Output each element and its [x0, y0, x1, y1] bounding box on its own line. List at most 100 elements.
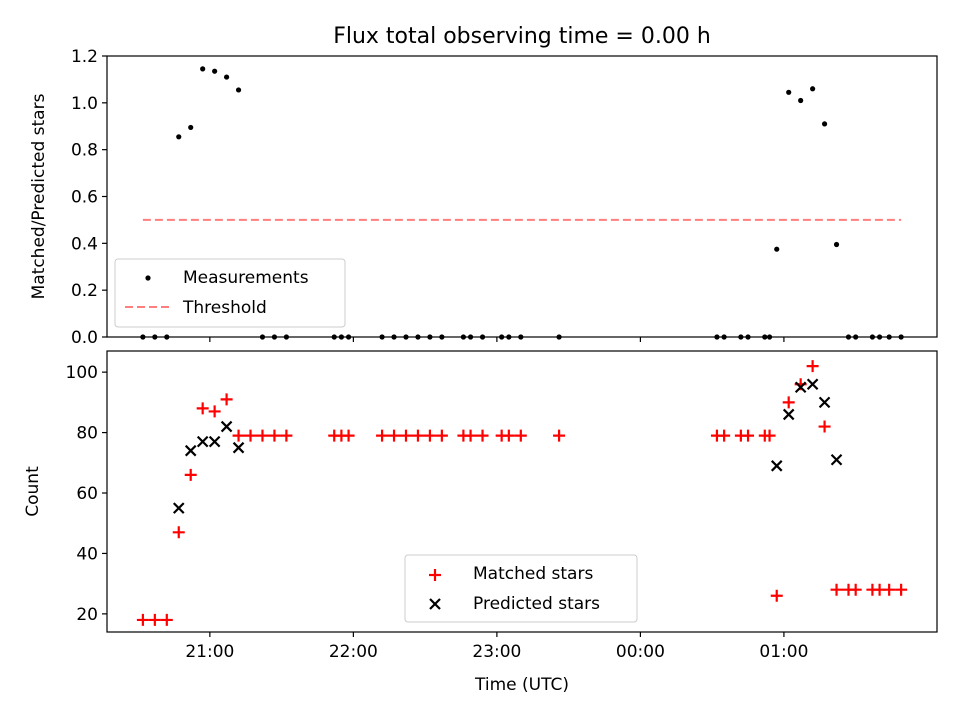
ytick-label: 0.6 [71, 188, 98, 208]
legend-predicted-marker [429, 598, 441, 610]
xtick-label: 00:00 [616, 642, 665, 662]
measurement-point [212, 68, 218, 74]
predicted-star-point [770, 460, 783, 472]
legend-matched-marker [429, 569, 441, 581]
measurement-point [745, 334, 751, 340]
xtick-label: 01:00 [759, 642, 808, 662]
matched-star-point [883, 583, 896, 596]
panel-ratio-yticks: 0.0 0.2 0.4 0.6 0.8 1.0 1.2 [71, 47, 107, 348]
panel-count-xlabel: Time (UTC) [474, 675, 569, 695]
measurement-point [853, 334, 859, 340]
matched-star-point [770, 589, 783, 602]
measurement-point [152, 334, 158, 340]
ytick-label: 20 [76, 605, 98, 625]
measurement-point [714, 334, 720, 340]
measurement-point [821, 121, 828, 127]
measurement-point [223, 74, 230, 80]
matched-star-point [184, 468, 197, 481]
measurement-point [271, 334, 278, 340]
matched-star-point [895, 583, 908, 596]
matched-star-point [136, 613, 149, 626]
matched-star-point [849, 583, 862, 596]
panel-count-frame [106, 350, 938, 633]
legend-matched-label: Matched stars [473, 564, 593, 584]
matched-star-point [818, 420, 831, 433]
measurement-point [259, 334, 266, 340]
predicted-star-point [818, 396, 831, 409]
measurement-point [766, 334, 773, 340]
matched-star-point [476, 429, 489, 442]
predicted-star-point [172, 502, 185, 514]
measurement-point [810, 86, 816, 92]
measurement-point [556, 334, 562, 340]
panel-count-yticks: 20 40 60 80 100 [66, 363, 107, 625]
measurement-point [845, 334, 852, 340]
predicted-star-point [184, 444, 197, 457]
measurement-point [460, 334, 466, 340]
matched-star-point [232, 429, 245, 442]
measurement-point [176, 134, 182, 140]
ytick-label: 0.0 [71, 328, 98, 348]
matched-star-point [464, 429, 477, 442]
matched-star-point [388, 429, 401, 442]
matched-star-point [411, 429, 424, 442]
measurement-point [786, 89, 792, 95]
matched-star-point [435, 429, 448, 442]
measurement-point [427, 334, 433, 340]
predicted-star-point [220, 420, 233, 433]
panel-ratio-marks [140, 66, 904, 340]
ytick-label: 100 [66, 363, 98, 383]
panel-count-ylabel: Count [23, 466, 43, 517]
panel-ratio-xtickmarks [209, 337, 785, 342]
measurement-point [200, 66, 206, 72]
predicted-star-point [782, 408, 795, 421]
matched-star-point [256, 429, 269, 442]
legend-ratio-box [114, 258, 346, 328]
ytick-label: 0.8 [71, 141, 98, 161]
measurement-point [391, 334, 397, 340]
matched-star-point [342, 429, 355, 442]
xtick-label: 21:00 [185, 642, 234, 662]
predicted-star-point [830, 453, 843, 466]
panel-ratio: Matched/Predicted stars 0.0 0.2 0.4 0.6 0.8 1… [29, 47, 938, 348]
ytick-label: 1.0 [71, 94, 98, 114]
measurement-point [886, 334, 892, 340]
measurement-point [738, 334, 744, 340]
ytick-label: 60 [76, 484, 98, 504]
chart-title: Flux total observing time = 0.00 h [333, 24, 711, 49]
matched-star-point [830, 583, 843, 596]
matched-star-point [763, 429, 776, 442]
legend-count-box [404, 554, 638, 623]
predicted-star-point [208, 435, 221, 448]
matched-star-point [806, 360, 819, 373]
measurement-point [403, 334, 409, 340]
measurement-point [331, 334, 337, 340]
legend-measurements-marker [145, 275, 151, 281]
matched-star-point [160, 613, 173, 626]
measurement-point [140, 334, 146, 340]
panel-count-xticks: 21:00 22:00 23:00 00:00 01:00 [185, 632, 808, 662]
predicted-star-point [196, 435, 209, 448]
measurement-point [188, 124, 194, 131]
measurement-point [467, 334, 474, 340]
measurement-point [518, 334, 524, 340]
measurement-point [762, 334, 768, 340]
measurement-point [379, 334, 385, 340]
measurement-point [439, 334, 445, 340]
legend-measurements-label: Measurements [183, 268, 309, 288]
matched-star-point [502, 429, 515, 442]
ytick-label: 0.2 [71, 281, 98, 301]
ytick-label: 0.4 [71, 234, 98, 254]
xtick-label: 23:00 [472, 642, 521, 662]
measurement-point [833, 241, 840, 248]
matched-star-point [148, 613, 161, 626]
measurement-point [876, 334, 883, 340]
measurement-point [774, 246, 780, 252]
measurement-point [235, 87, 242, 93]
measurement-point [338, 334, 345, 340]
matched-star-point [376, 429, 389, 442]
measurement-point [345, 334, 352, 340]
measurement-point [415, 334, 421, 340]
